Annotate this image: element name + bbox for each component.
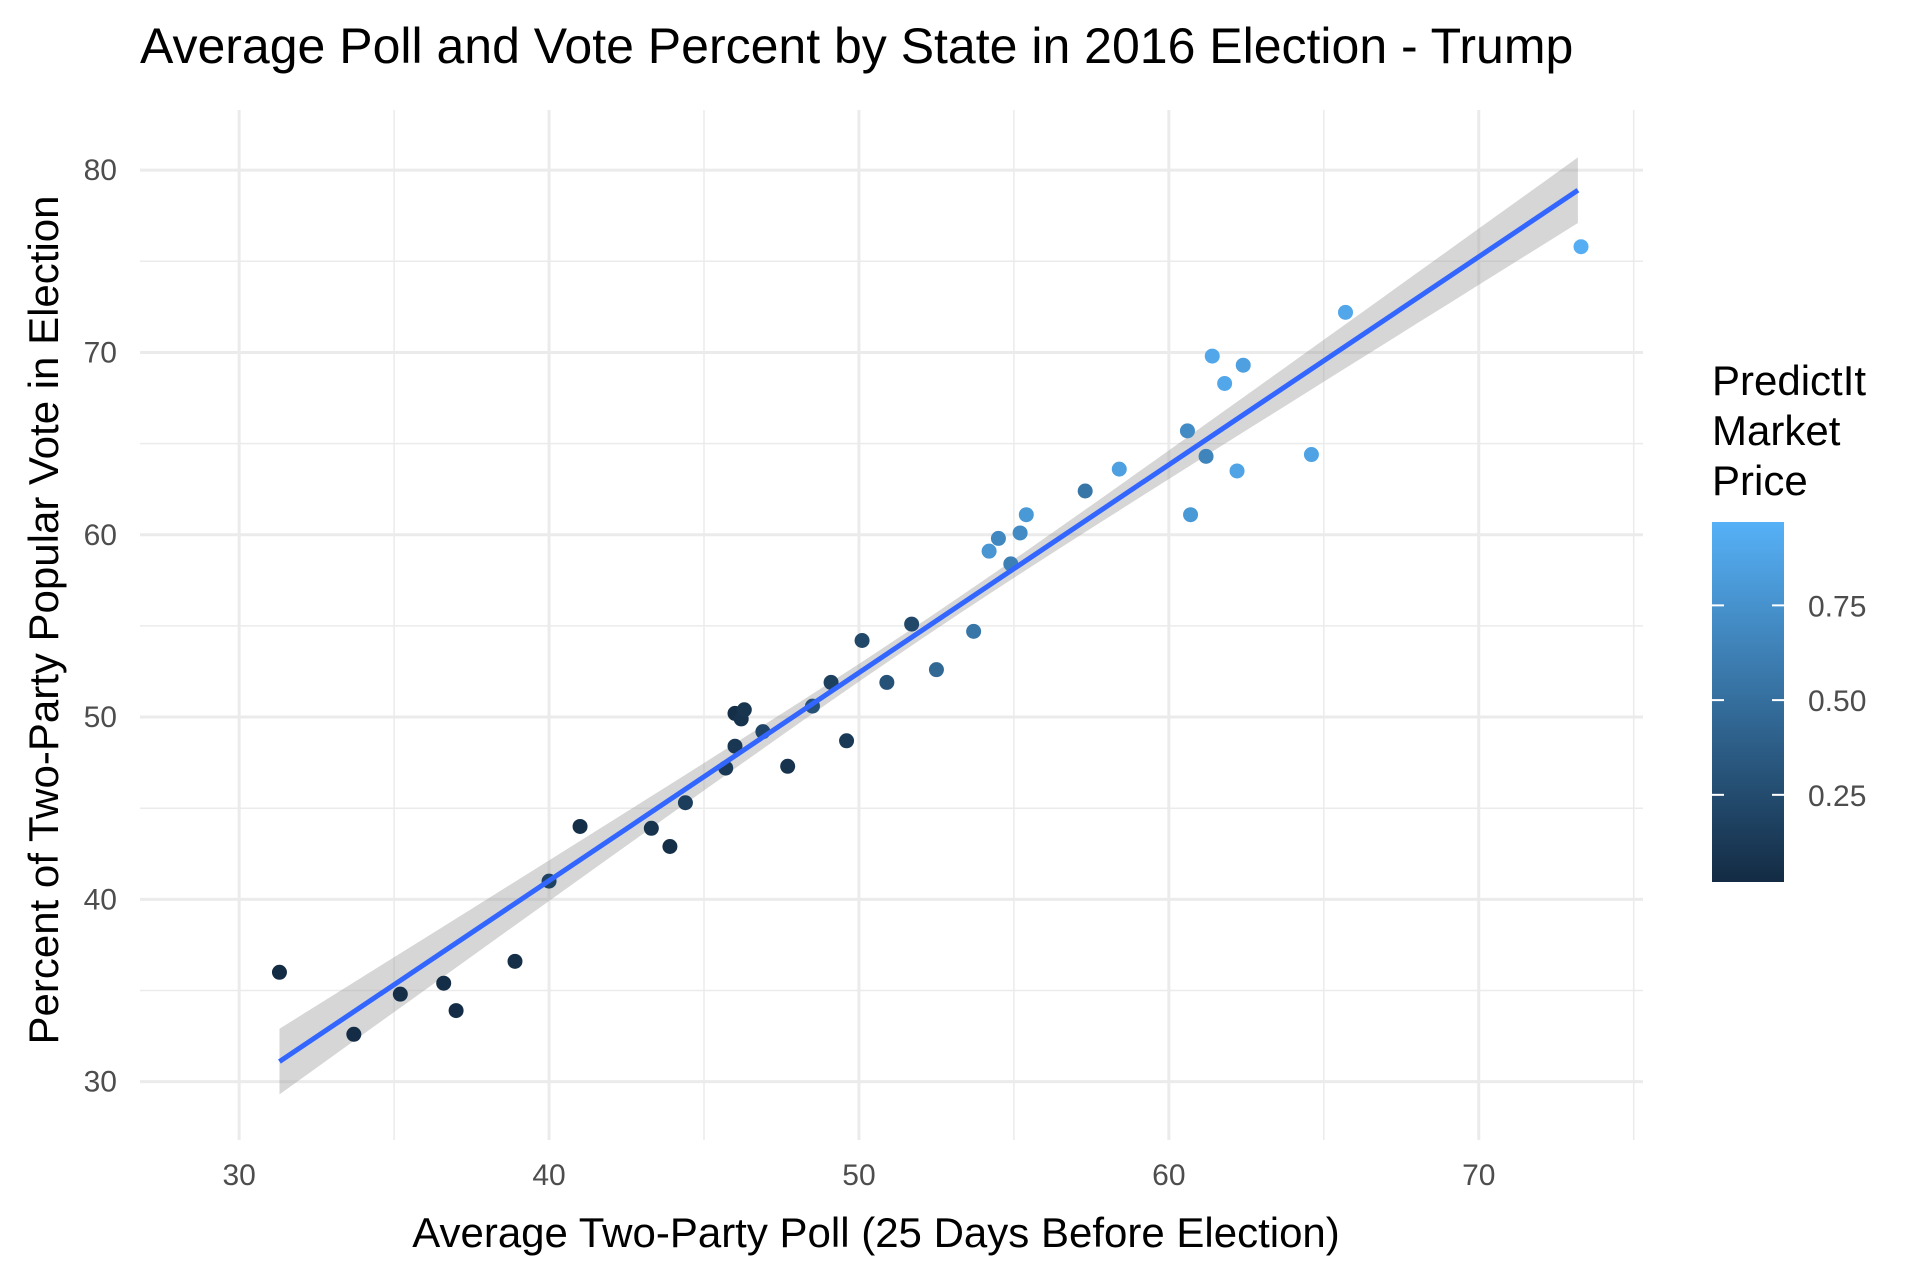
data-point — [1235, 357, 1251, 373]
y-tick-label: 40 — [84, 883, 117, 916]
data-point — [1303, 447, 1319, 463]
points-layer — [271, 239, 1589, 1042]
data-point — [981, 543, 997, 559]
data-point — [1077, 483, 1093, 499]
y-axis-ticks: 30 40 50 60 70 80 — [84, 154, 117, 1099]
data-point — [1183, 507, 1199, 523]
data-point — [1217, 375, 1233, 391]
data-point — [928, 662, 944, 678]
y-tick-label: 30 — [84, 1066, 117, 1099]
x-axis-title: Average Two-Party Poll (25 Days Before E… — [412, 1209, 1340, 1256]
legend: PredictIt Market Price 0.25 0.50 0.75 — [1712, 357, 1866, 882]
data-point — [879, 674, 895, 690]
data-point — [990, 530, 1006, 546]
data-point — [727, 738, 743, 754]
trend-line — [278, 188, 1580, 1064]
data-point — [854, 632, 870, 648]
data-point — [677, 795, 693, 811]
data-point — [572, 818, 588, 834]
data-point — [1573, 239, 1589, 255]
data-point — [1198, 448, 1214, 464]
legend-title-line-3: Price — [1712, 457, 1808, 504]
data-point — [780, 758, 796, 774]
chart-title: Average Poll and Vote Percent by State i… — [140, 18, 1573, 74]
data-point — [662, 838, 678, 854]
y-tick-label: 60 — [84, 519, 117, 552]
legend-title-line-2: Market — [1712, 407, 1841, 454]
grid — [140, 110, 1643, 1140]
data-point — [1111, 461, 1127, 477]
data-point — [271, 964, 287, 980]
data-point — [966, 623, 982, 639]
data-point — [839, 733, 855, 749]
data-point — [643, 820, 659, 836]
data-point — [1018, 507, 1034, 523]
y-tick-label: 80 — [84, 154, 117, 187]
data-point — [1012, 525, 1028, 541]
x-tick-label: 30 — [222, 1159, 255, 1192]
x-tick-label: 40 — [532, 1159, 565, 1192]
data-point — [904, 616, 920, 632]
data-point — [346, 1026, 362, 1042]
legend-title-line-1: PredictIt — [1712, 357, 1866, 404]
data-point — [1337, 304, 1353, 320]
x-tick-label: 60 — [1152, 1159, 1185, 1192]
legend-tick-label: 0.25 — [1808, 780, 1866, 813]
data-point — [1179, 423, 1195, 439]
x-tick-label: 50 — [842, 1159, 875, 1192]
data-point — [436, 975, 452, 991]
x-tick-label: 70 — [1462, 1159, 1495, 1192]
x-axis-ticks: 30 40 50 60 70 — [222, 1159, 1495, 1192]
y-tick-label: 70 — [84, 336, 117, 369]
data-point — [736, 702, 752, 718]
data-point — [1229, 463, 1245, 479]
legend-tick-label: 0.75 — [1808, 590, 1866, 623]
trend-line-layer — [278, 188, 1580, 1064]
y-tick-label: 50 — [84, 701, 117, 734]
legend-tick-label: 0.50 — [1808, 685, 1866, 718]
legend-colorbar — [1712, 522, 1784, 882]
data-point — [507, 953, 523, 969]
data-point — [392, 986, 408, 1002]
data-point — [448, 1003, 464, 1019]
data-point — [1204, 348, 1220, 364]
y-axis-title: Percent of Two-Party Popular Vote in Ele… — [20, 195, 67, 1044]
legend-ticks: 0.25 0.50 0.75 — [1712, 590, 1866, 813]
